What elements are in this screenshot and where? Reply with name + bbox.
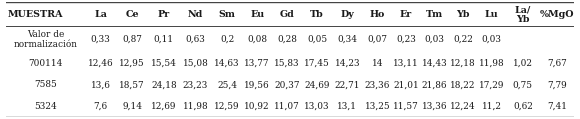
Text: 1,02: 1,02 bbox=[513, 59, 533, 68]
Text: 12,18: 12,18 bbox=[450, 59, 476, 68]
Text: 14,43: 14,43 bbox=[422, 59, 447, 68]
Text: Tb: Tb bbox=[310, 10, 324, 19]
Text: 12,59: 12,59 bbox=[214, 102, 240, 111]
Text: 19,56: 19,56 bbox=[244, 80, 270, 89]
Text: 11,98: 11,98 bbox=[183, 102, 208, 111]
Text: Eu: Eu bbox=[250, 10, 264, 19]
Text: Ce: Ce bbox=[125, 10, 139, 19]
Text: 24,18: 24,18 bbox=[151, 80, 177, 89]
Text: 18,57: 18,57 bbox=[119, 80, 145, 89]
Text: 18,22: 18,22 bbox=[450, 80, 476, 89]
Text: 10,92: 10,92 bbox=[244, 102, 270, 111]
Text: 23,36: 23,36 bbox=[365, 80, 390, 89]
Text: 5324: 5324 bbox=[34, 102, 57, 111]
Text: 23,23: 23,23 bbox=[183, 80, 208, 89]
Text: 7585: 7585 bbox=[34, 80, 57, 89]
Text: Yb: Yb bbox=[456, 10, 470, 19]
Text: 24,69: 24,69 bbox=[304, 80, 330, 89]
Text: Dy: Dy bbox=[340, 10, 354, 19]
Text: 13,1: 13,1 bbox=[338, 102, 357, 111]
Text: 700114: 700114 bbox=[28, 59, 63, 68]
Text: 0,03: 0,03 bbox=[481, 35, 502, 44]
Text: 12,46: 12,46 bbox=[88, 59, 114, 68]
Text: 22,71: 22,71 bbox=[335, 80, 360, 89]
Text: 15,83: 15,83 bbox=[274, 59, 300, 68]
Text: 0,07: 0,07 bbox=[367, 35, 387, 44]
Text: 21,86: 21,86 bbox=[422, 80, 447, 89]
Text: 0,05: 0,05 bbox=[307, 35, 327, 44]
Text: 7,6: 7,6 bbox=[93, 102, 108, 111]
Text: 0,23: 0,23 bbox=[396, 35, 416, 44]
Text: 7,41: 7,41 bbox=[547, 102, 567, 111]
Text: La: La bbox=[94, 10, 107, 19]
Text: 14,23: 14,23 bbox=[335, 59, 360, 68]
Text: 0,11: 0,11 bbox=[154, 35, 174, 44]
Text: 14: 14 bbox=[372, 59, 383, 68]
Text: 15,08: 15,08 bbox=[183, 59, 208, 68]
Text: 0,03: 0,03 bbox=[425, 35, 444, 44]
Text: 13,6: 13,6 bbox=[90, 80, 111, 89]
Text: 0,87: 0,87 bbox=[122, 35, 142, 44]
Text: Gd: Gd bbox=[280, 10, 295, 19]
Text: 0,28: 0,28 bbox=[277, 35, 297, 44]
Text: Ho: Ho bbox=[369, 10, 385, 19]
Text: Valor de
normalización: Valor de normalización bbox=[13, 30, 77, 49]
Text: 9,14: 9,14 bbox=[122, 102, 142, 111]
Text: Lu: Lu bbox=[485, 10, 498, 19]
Text: 0,75: 0,75 bbox=[513, 80, 533, 89]
Text: Tm: Tm bbox=[426, 10, 443, 19]
Text: 17,45: 17,45 bbox=[304, 59, 330, 68]
Text: 0,34: 0,34 bbox=[338, 35, 357, 44]
Text: 7,67: 7,67 bbox=[547, 59, 567, 68]
Text: 0,22: 0,22 bbox=[453, 35, 473, 44]
Text: 11,2: 11,2 bbox=[481, 102, 502, 111]
Text: 13,11: 13,11 bbox=[393, 59, 419, 68]
Text: 0,62: 0,62 bbox=[513, 102, 533, 111]
Text: 0,08: 0,08 bbox=[247, 35, 267, 44]
Text: %MgO: %MgO bbox=[540, 10, 574, 19]
Text: 21,01: 21,01 bbox=[393, 80, 419, 89]
Text: 13,36: 13,36 bbox=[422, 102, 447, 111]
Text: Sm: Sm bbox=[219, 10, 235, 19]
Text: 17,29: 17,29 bbox=[478, 80, 504, 89]
Text: 11,98: 11,98 bbox=[478, 59, 504, 68]
Text: 7,79: 7,79 bbox=[547, 80, 567, 89]
Text: 20,37: 20,37 bbox=[274, 80, 300, 89]
Text: 11,07: 11,07 bbox=[274, 102, 300, 111]
Text: 13,25: 13,25 bbox=[365, 102, 390, 111]
Text: MUESTRA: MUESTRA bbox=[8, 10, 63, 19]
Text: 12,24: 12,24 bbox=[450, 102, 476, 111]
Text: 14,63: 14,63 bbox=[214, 59, 240, 68]
Text: 11,57: 11,57 bbox=[393, 102, 419, 111]
Text: 25,4: 25,4 bbox=[217, 80, 237, 89]
Text: 13,03: 13,03 bbox=[304, 102, 330, 111]
Text: 12,95: 12,95 bbox=[119, 59, 145, 68]
Text: Er: Er bbox=[400, 10, 412, 19]
Text: 13,77: 13,77 bbox=[244, 59, 270, 68]
Text: 0,2: 0,2 bbox=[220, 35, 234, 44]
Text: Nd: Nd bbox=[188, 10, 203, 19]
Text: La/
Yb: La/ Yb bbox=[514, 5, 531, 24]
Text: 12,69: 12,69 bbox=[151, 102, 176, 111]
Text: 15,54: 15,54 bbox=[151, 59, 177, 68]
Text: 0,63: 0,63 bbox=[186, 35, 205, 44]
Text: Pr: Pr bbox=[158, 10, 170, 19]
Text: 0,33: 0,33 bbox=[90, 35, 111, 44]
